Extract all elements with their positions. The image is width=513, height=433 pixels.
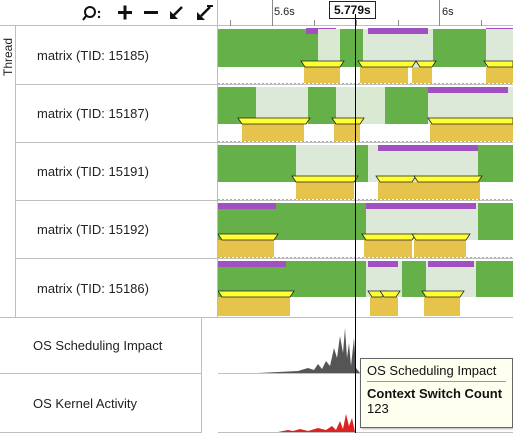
thread-name: matrix (TID: 15192) [37, 222, 149, 237]
thread-name: matrix (TID: 15187) [37, 106, 149, 121]
sync-marker [368, 261, 398, 267]
waiting-segment [218, 240, 274, 257]
highlight-marker [300, 60, 345, 68]
time-axis[interactable]: 5.6s 6s 5.779s [218, 0, 513, 26]
highlight-marker [331, 117, 365, 125]
search-icon[interactable] [81, 3, 103, 23]
highlight-marker [291, 175, 359, 183]
thread-row-label[interactable]: matrix (TID: 15192) [16, 201, 218, 259]
thread-timeline [218, 261, 513, 316]
tooltip-metric-name: Context Switch Count [367, 386, 503, 401]
waiting-segment [304, 67, 340, 83]
waiting-segment [296, 182, 354, 199]
highlight-marker [375, 175, 417, 183]
thread-track[interactable] [218, 26, 513, 85]
highlight-marker [483, 60, 513, 68]
time-tick-label: 5.6s [274, 6, 295, 18]
thread-group-title: Thread [1, 37, 15, 77]
thread-timeline [218, 28, 513, 84]
highlight-marker [218, 233, 279, 241]
time-minor-tick [356, 20, 357, 26]
waiting-segment [242, 124, 304, 141]
highlight-marker [379, 290, 401, 298]
waiting-segment [370, 297, 384, 316]
waiting-segment [414, 182, 480, 199]
cursor-time-label: 5.779s [329, 1, 376, 19]
highlight-marker [415, 60, 437, 68]
counter-name: OS Kernel Activity [33, 395, 138, 411]
toolbar [0, 0, 218, 26]
tooltip-title: OS Scheduling Impact [367, 363, 506, 382]
thread-group-label[interactable]: Thread [0, 26, 16, 318]
waiting-segment [430, 124, 513, 141]
time-minor-tick [398, 20, 399, 26]
counter-row-label[interactable]: OS Scheduling Impact [0, 318, 202, 374]
waiting-segment [486, 67, 513, 83]
time-tick [439, 0, 440, 26]
tooltip-metric-value: 123 [367, 401, 389, 416]
sync-marker [428, 261, 474, 267]
minus-icon[interactable] [141, 3, 163, 23]
thread-row-label[interactable]: matrix (TID: 15187) [16, 85, 218, 143]
sync-marker [218, 203, 276, 209]
time-minor-tick [230, 20, 231, 26]
thread-name: matrix (TID: 15185) [37, 47, 149, 63]
thread-row-label[interactable]: matrix (TID: 15185) [16, 26, 218, 85]
highlight-marker [413, 175, 483, 183]
thread-name: matrix (TID: 15191) [37, 164, 149, 179]
counter-name: OS Scheduling Impact [33, 338, 163, 353]
time-minor-tick [314, 20, 315, 26]
thread-timeline [218, 145, 513, 200]
highlight-marker [421, 290, 465, 298]
thread-row-label[interactable]: matrix (TID: 15191) [16, 143, 218, 201]
sync-marker [366, 203, 476, 209]
highlight-marker [427, 117, 513, 125]
waiting-segment [384, 297, 398, 316]
waiting-segment [424, 297, 460, 316]
counter-row-label[interactable]: OS Kernel Activity [0, 374, 202, 433]
time-minor-tick [481, 20, 482, 26]
sync-marker [368, 28, 428, 34]
waiting-segment [414, 240, 466, 257]
thread-track[interactable] [218, 85, 513, 143]
thread-track[interactable] [218, 143, 513, 201]
time-tick-label: 6s [442, 6, 454, 18]
sync-marker [378, 145, 478, 151]
sync-marker [218, 261, 286, 267]
thread-track[interactable] [218, 259, 513, 318]
highlight-marker [357, 60, 417, 68]
highlight-marker [237, 117, 311, 125]
waiting-segment [218, 297, 290, 316]
arrow-down-left-double-icon[interactable] [193, 3, 215, 23]
time-tick [272, 0, 273, 26]
waiting-segment [334, 124, 360, 141]
time-cursor-line [355, 14, 356, 433]
waiting-segment [364, 240, 412, 257]
waiting-segment [412, 67, 432, 83]
thread-name: matrix (TID: 15186) [37, 280, 149, 296]
arrow-down-left-icon[interactable] [167, 3, 189, 23]
highlight-marker [361, 233, 417, 241]
waiting-segment [378, 182, 414, 199]
tooltip: OS Scheduling Impact Context Switch Coun… [360, 358, 513, 428]
thread-track[interactable] [218, 201, 513, 259]
highlight-marker [218, 290, 295, 298]
sync-marker [428, 87, 508, 93]
thread-timeline [218, 203, 513, 258]
thread-row-label[interactable]: matrix (TID: 15186) [16, 259, 218, 318]
plus-icon[interactable] [115, 3, 137, 23]
thread-timeline [218, 87, 513, 142]
highlight-marker [411, 233, 471, 241]
waiting-segment [360, 67, 408, 83]
